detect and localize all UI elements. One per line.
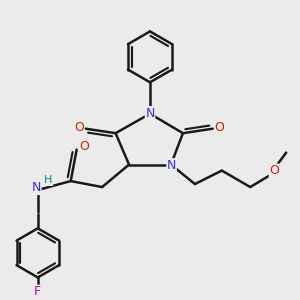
Text: O: O <box>214 121 224 134</box>
Text: F: F <box>34 285 41 298</box>
Text: O: O <box>79 140 89 153</box>
Text: N: N <box>145 106 155 120</box>
Text: O: O <box>269 164 279 177</box>
Text: H: H <box>44 176 52 185</box>
Text: O: O <box>74 121 84 134</box>
Text: N: N <box>167 159 176 172</box>
Text: N: N <box>32 182 41 194</box>
